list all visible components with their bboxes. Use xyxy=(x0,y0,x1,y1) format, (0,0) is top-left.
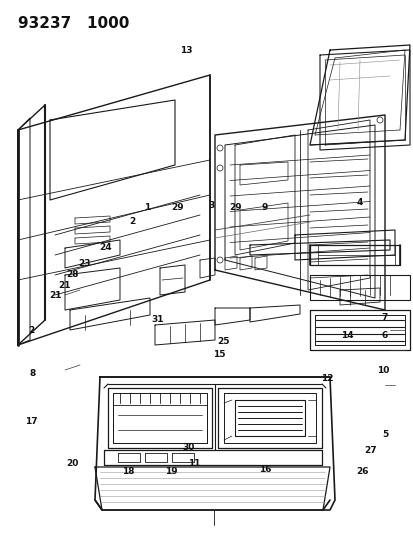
Text: 16: 16 xyxy=(258,465,271,473)
Text: 21: 21 xyxy=(50,292,62,300)
Text: 29: 29 xyxy=(229,204,242,212)
Text: 2: 2 xyxy=(28,326,34,335)
Text: 30: 30 xyxy=(182,443,194,452)
Text: 13: 13 xyxy=(180,46,192,55)
Text: 27: 27 xyxy=(363,446,376,455)
Text: 17: 17 xyxy=(25,417,37,425)
Text: 23: 23 xyxy=(78,260,91,268)
Text: 9: 9 xyxy=(261,204,268,212)
Text: 31: 31 xyxy=(151,316,163,324)
Text: 24: 24 xyxy=(99,244,112,252)
Text: 25: 25 xyxy=(217,337,229,345)
Text: 10: 10 xyxy=(376,366,388,375)
Text: 28: 28 xyxy=(66,270,78,279)
Text: 29: 29 xyxy=(171,204,184,212)
Text: 3: 3 xyxy=(207,201,214,209)
Text: 2: 2 xyxy=(129,217,135,225)
Text: 6: 6 xyxy=(381,332,387,340)
Text: 19: 19 xyxy=(165,467,178,476)
Text: 20: 20 xyxy=(66,459,78,468)
Text: 5: 5 xyxy=(381,430,387,439)
Text: 11: 11 xyxy=(188,459,200,468)
Text: 8: 8 xyxy=(30,369,36,377)
Text: 1: 1 xyxy=(143,204,150,212)
Text: 18: 18 xyxy=(122,467,134,476)
Text: 7: 7 xyxy=(381,313,387,321)
Text: 26: 26 xyxy=(355,467,368,476)
Text: 4: 4 xyxy=(356,198,363,207)
Text: 15: 15 xyxy=(213,350,225,359)
Text: 12: 12 xyxy=(320,374,332,383)
Text: 21: 21 xyxy=(58,281,70,289)
Text: 93237   1000: 93237 1000 xyxy=(18,16,129,31)
Text: 14: 14 xyxy=(341,332,353,340)
